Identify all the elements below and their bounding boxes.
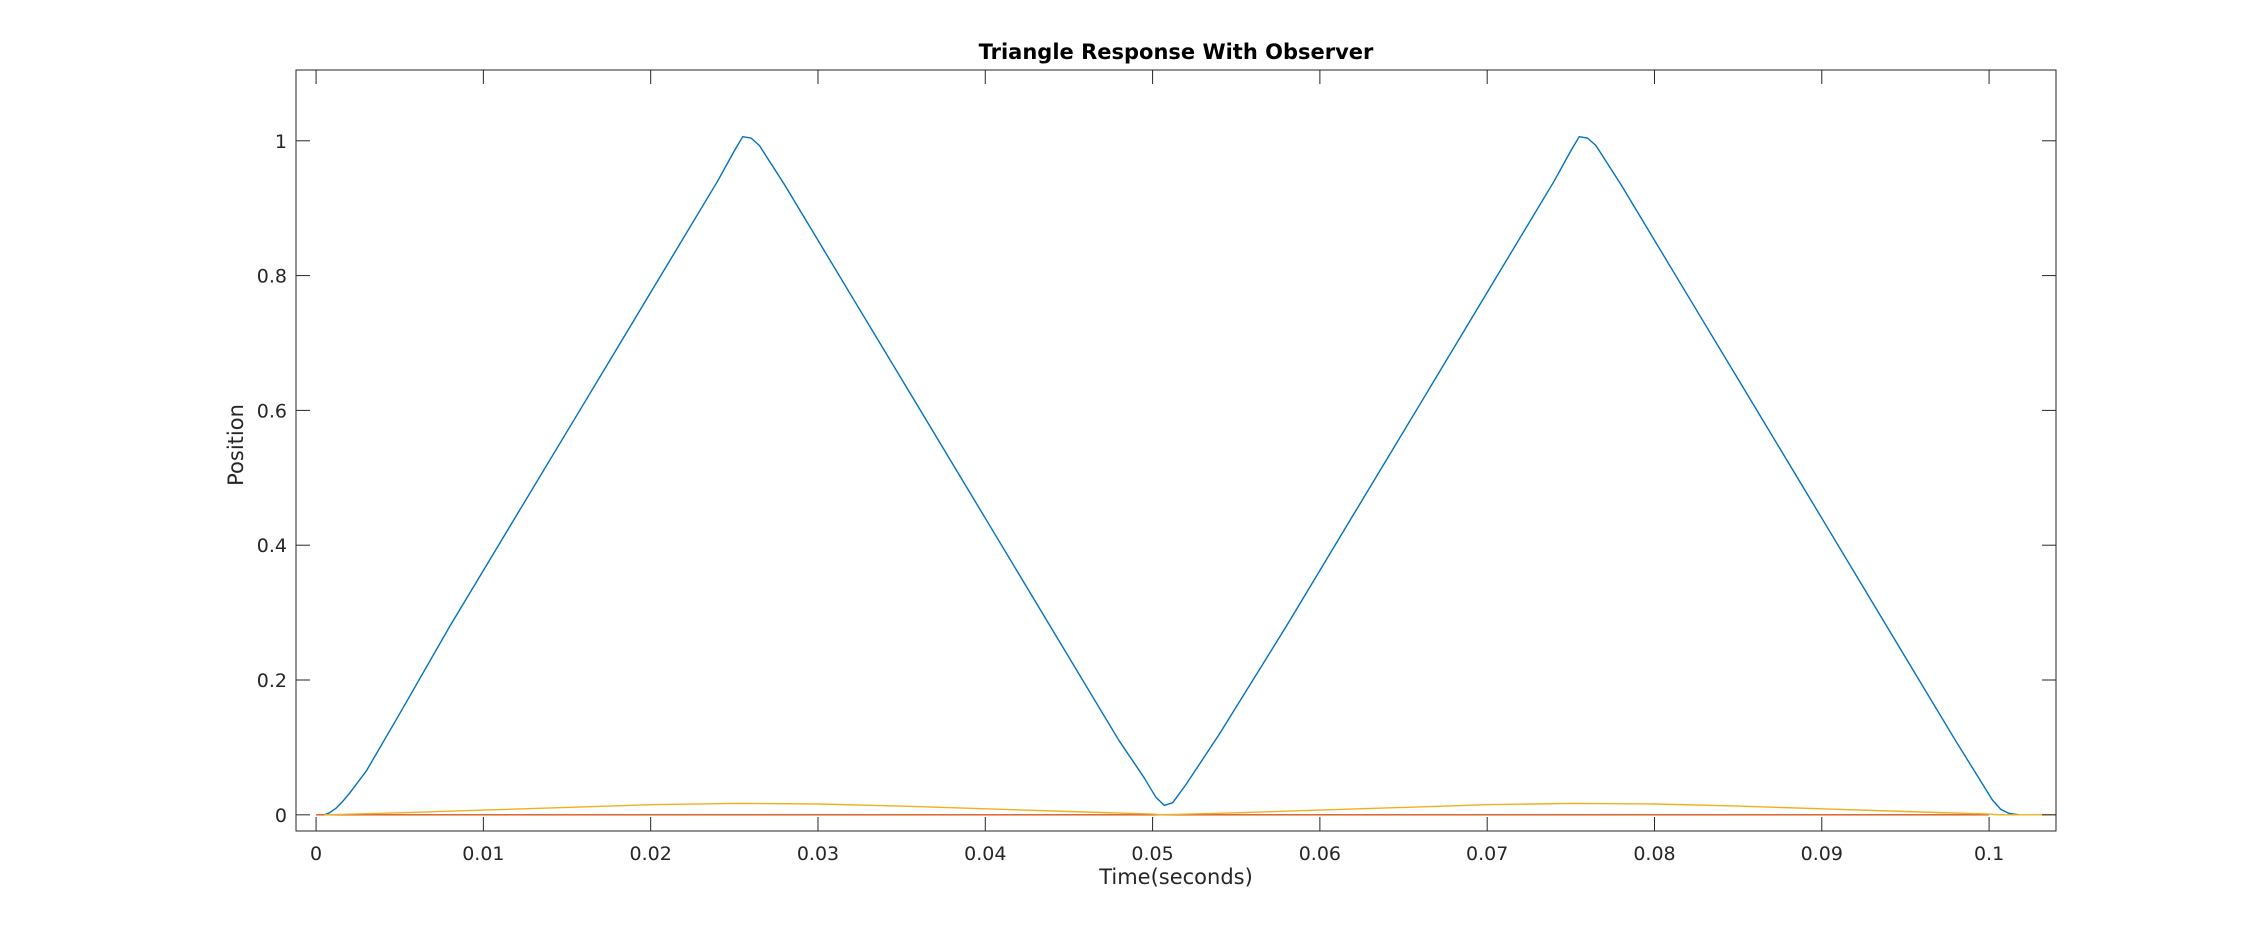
y-tick-label: 0 bbox=[275, 805, 287, 827]
x-tick-label: 0 bbox=[310, 843, 322, 865]
y-tick-label: 0.4 bbox=[257, 535, 287, 557]
x-tick-label: 0.04 bbox=[964, 843, 1006, 865]
y-axis-label: Position bbox=[224, 404, 248, 486]
x-tick-label: 0.08 bbox=[1633, 843, 1675, 865]
x-tick-label: 0.02 bbox=[630, 843, 672, 865]
y-tick-label: 0.2 bbox=[257, 670, 287, 692]
x-tick-label: 0.03 bbox=[797, 843, 839, 865]
x-tick-label: 0.07 bbox=[1466, 843, 1508, 865]
series-layer bbox=[316, 135, 2056, 816]
series-line-position-trace bbox=[324, 135, 2020, 816]
chart-title: Triangle Response With Observer bbox=[979, 40, 1374, 64]
x-tick-label: 0.01 bbox=[462, 843, 504, 865]
x-axis-label: Time(seconds) bbox=[1098, 865, 1253, 889]
x-tick-label: 0.1 bbox=[1974, 843, 2004, 865]
x-tick-label: 0.05 bbox=[1131, 843, 1173, 865]
x-tick-label: 0.06 bbox=[1299, 843, 1341, 865]
y-tick-label: 0.6 bbox=[257, 400, 287, 422]
y-tick-label: 0.8 bbox=[257, 266, 287, 288]
ticks-layer: 0 0.01 0.02 0.03 0.04 0.05 0.06 0.07 0.08 0.09 0.1… bbox=[257, 70, 2056, 865]
x-tick-label: 0.09 bbox=[1801, 843, 1843, 865]
plot-border bbox=[295, 69, 2057, 832]
plot-area bbox=[296, 70, 2056, 831]
y-tick-label: 1 bbox=[275, 131, 287, 153]
series-line-observer-estimate-trace bbox=[324, 802, 2056, 816]
